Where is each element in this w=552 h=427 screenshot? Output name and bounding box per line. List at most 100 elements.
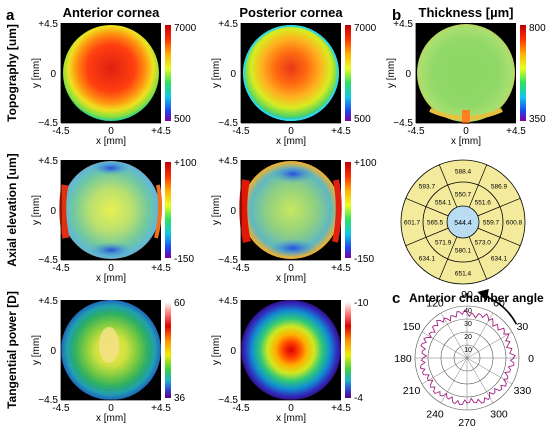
xtick-left: -4.5 [232, 126, 250, 137]
map-power-anterior [61, 300, 161, 400]
axes-topo-post: +4.5 0 −4.5-4.5 0 +4.5 x [mm] y [mm] [211, 19, 351, 147]
ylabel: y [mm] [386, 58, 397, 88]
pachy-outer-value: 634.1 [419, 256, 436, 263]
xtick-right: +4.5 [331, 263, 351, 274]
ytick-bottom: −4.5 [38, 118, 58, 129]
panel-label-b: b [392, 7, 401, 24]
ytick-zero: 0 [50, 206, 56, 217]
cb-pow-post-max: -10 [354, 298, 369, 309]
xtick-right: +4.5 [151, 263, 171, 274]
ytick-bottom: −4.5 [218, 255, 238, 266]
xtick-zero: 0 [288, 403, 294, 414]
cb-topo-post-min: 500 [354, 114, 371, 125]
title-posterior: Posterior cornea [239, 5, 343, 20]
axes-pow-ant: +4.5 0 −4.5-4.5 0 +4.5 x [mm] y [mm] [31, 296, 171, 424]
map-thickness [416, 23, 516, 124]
pachy-outer-value: 634.1 [491, 256, 508, 263]
pachy-inner-value: 573.0 [475, 239, 492, 246]
axes-thick: +4.5 0 −4.5-4.5 0 +4.5 x [mm] y [mm] [386, 19, 526, 147]
ytick-bottom: −4.5 [38, 255, 58, 266]
row-label-elevation: Axial elevation [um] [5, 153, 19, 266]
ytick-top: +4.5 [38, 19, 58, 30]
axes-elev-post: +4.5 0 −4.5-4.5 0 +4.5 x [mm] y [mm] [211, 156, 351, 284]
polar-angle-label: 90 [461, 289, 473, 301]
xtick-left: -4.5 [52, 403, 70, 414]
cb-pow-ant-min: 36 [174, 393, 186, 404]
pachy-outer-value: 593.7 [419, 183, 436, 190]
pachy-center-value: 544.4 [454, 220, 472, 227]
xtick-right: +4.5 [331, 403, 351, 414]
ytick-zero: 0 [230, 69, 236, 80]
pachy-inner-value: 550.7 [455, 192, 472, 199]
xlabel: x [mm] [96, 136, 126, 147]
polar-angle-label: 240 [426, 408, 444, 420]
pachy-inner-value: 571.9 [435, 239, 452, 246]
map-elevation-anterior [59, 160, 163, 260]
cb-thick-max: 800 [529, 23, 546, 34]
polar-angle-label: 150 [403, 321, 421, 333]
colorbar-power-posterior [345, 302, 351, 398]
pachy-outer-value: 586.9 [491, 183, 508, 190]
map-axes: +4.50−4.5-4.5 0 +4.5x [mm]y [mm]+4.50−4.5-… [31, 19, 526, 424]
ytick-bottom: −4.5 [393, 118, 413, 129]
ytick-top: +4.5 [393, 19, 413, 30]
ytick-zero: 0 [230, 346, 236, 357]
ytick-zero: 0 [405, 69, 411, 80]
colorbar-topography-posterior [345, 25, 351, 121]
ylabel: y [mm] [31, 58, 42, 88]
map-topography-anterior [61, 23, 161, 123]
xtick-right: +4.5 [151, 403, 171, 414]
ytick-zero: 0 [50, 69, 56, 80]
axes-elev-ant: +4.5 0 −4.5-4.5 0 +4.5 x [mm] y [mm] [31, 156, 171, 284]
polar-angle-label: 210 [403, 385, 421, 397]
pachy-inner-value: 551.6 [475, 200, 492, 207]
xtick-left: -4.5 [232, 263, 250, 274]
pachy-inner-value: 554.1 [435, 200, 452, 207]
xtick-zero: 0 [108, 263, 114, 274]
cb-elev-post-max: +100 [354, 158, 377, 169]
ytick-bottom: −4.5 [218, 395, 238, 406]
xtick-zero: 0 [463, 126, 469, 137]
pachy-outer-value: 651.4 [455, 271, 472, 278]
polar-angle-label: 0 [528, 353, 534, 365]
polar-angle-label: 300 [490, 408, 508, 420]
ylabel: y [mm] [211, 335, 222, 365]
polar-radial-label: 30 [464, 321, 472, 328]
polar-radial-label: 20 [464, 334, 472, 341]
xlabel: x [mm] [276, 136, 306, 147]
cb-pow-ant-max: 60 [174, 298, 186, 309]
panel-label-a: a [6, 7, 15, 24]
map-power-posterior [241, 300, 341, 400]
row-label-power: Tangential power [D] [5, 291, 19, 409]
colorbar-elevation-posterior [345, 162, 351, 258]
ylabel: y [mm] [31, 195, 42, 225]
xtick-right: +4.5 [151, 126, 171, 137]
title-thickness: Thickness [µm] [419, 5, 514, 20]
colorbar-power-anterior [165, 302, 171, 398]
polar-trace [419, 309, 516, 406]
xtick-zero: 0 [288, 263, 294, 274]
ytick-top: +4.5 [38, 156, 58, 167]
ytick-bottom: −4.5 [218, 118, 238, 129]
ytick-top: +4.5 [218, 156, 238, 167]
cb-elev-ant-max: +100 [174, 158, 197, 169]
rotation-arrow-head [477, 289, 489, 301]
xlabel: x [mm] [96, 413, 126, 424]
xtick-right: +4.5 [506, 126, 526, 137]
ylabel: y [mm] [211, 195, 222, 225]
cb-thick-min: 350 [529, 114, 546, 125]
xtick-zero: 0 [108, 403, 114, 414]
polar-angle-label: 120 [426, 298, 444, 310]
pachy-inner-value: 559.7 [483, 220, 500, 227]
title-angle: Anterior chamber angle [409, 291, 544, 305]
map-elevation-posterior [239, 160, 342, 260]
ylabel: y [mm] [31, 335, 42, 365]
rotation-arrow [484, 295, 518, 325]
ytick-bottom: −4.5 [38, 395, 58, 406]
xtick-left: -4.5 [52, 126, 70, 137]
xtick-zero: 0 [288, 126, 294, 137]
axes-topo-ant: +4.5 0 −4.5-4.5 0 +4.5 x [mm] y [mm] [31, 19, 171, 147]
